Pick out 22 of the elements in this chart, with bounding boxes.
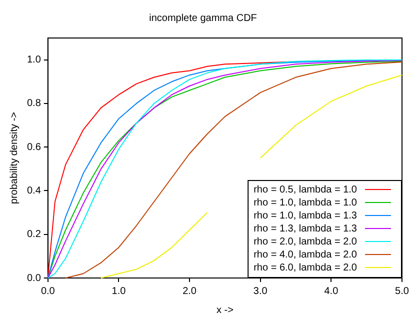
legend-label: rho = 2.0, lambda = 2.0 (254, 236, 358, 248)
legend-label: rho = 1.0, lambda = 1.3 (254, 210, 358, 222)
x-tick-label: 0.0 (40, 286, 56, 297)
y-axis-title: probability density -> (8, 112, 20, 204)
x-axis-title: x -> (216, 304, 234, 316)
y-tick-label: 0.2 (26, 229, 42, 240)
y-tick-label: 0.6 (26, 142, 42, 153)
y-tick-label: 0.0 (26, 272, 42, 284)
legend-label: rho = 1.3, lambda = 1.3 (254, 223, 358, 234)
x-tick-label: 1.0 (112, 286, 126, 297)
legend-label: rho = 0.5, lambda = 1.0 (254, 184, 358, 196)
y-tick-label: 0.8 (26, 98, 42, 110)
y-tick-label: 1.0 (26, 54, 42, 66)
legend-label: rho = 4.0, lambda = 2.0 (254, 249, 358, 260)
y-tick-label: 0.4 (26, 185, 42, 196)
x-tick-label: 3.0 (253, 286, 268, 297)
legend-label: rho = 1.0, lambda = 1.0 (254, 197, 358, 208)
chart-title: incomplete gamma CDF (149, 12, 257, 24)
x-tick-label: 5.0 (395, 286, 410, 297)
x-tick-label: 4.0 (324, 286, 339, 297)
x-tick-label: 2.0 (182, 286, 197, 297)
legend-label: rho = 6.0, lambda = 2.0 (254, 262, 358, 274)
